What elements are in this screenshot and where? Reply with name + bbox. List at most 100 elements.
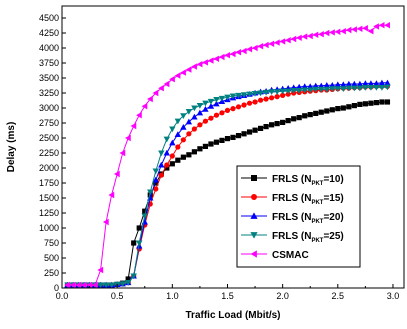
legend-entry: FRLS (NPKT=10) bbox=[241, 174, 344, 187]
legend-marker bbox=[250, 250, 257, 258]
data-point bbox=[340, 81, 347, 88]
data-point bbox=[307, 112, 313, 118]
legend-label: FRLS (NPKT=25) bbox=[272, 231, 344, 244]
y-tick-label: 500 bbox=[44, 253, 59, 263]
data-point bbox=[191, 149, 197, 155]
data-point bbox=[384, 99, 391, 105]
data-point bbox=[274, 121, 280, 127]
y-tick-label: 750 bbox=[44, 238, 59, 248]
data-point bbox=[191, 126, 197, 132]
data-point bbox=[295, 34, 302, 41]
data-point bbox=[86, 281, 93, 289]
data-point bbox=[97, 282, 104, 289]
series-layer bbox=[64, 22, 391, 289]
data-point bbox=[246, 100, 253, 106]
y-tick-label: 3250 bbox=[39, 88, 59, 98]
data-point bbox=[136, 112, 142, 119]
legend-entry: FRLS (NPKT=15) bbox=[241, 193, 344, 206]
data-point bbox=[174, 118, 182, 125]
data-point bbox=[284, 37, 291, 44]
data-point bbox=[324, 108, 330, 114]
data-point bbox=[141, 218, 148, 225]
legend-label: FRLS (NPKT=15) bbox=[272, 193, 344, 206]
data-point bbox=[367, 28, 374, 35]
data-point bbox=[174, 131, 182, 137]
data-point bbox=[379, 99, 385, 105]
data-point bbox=[185, 66, 192, 73]
data-point bbox=[307, 32, 313, 40]
data-point bbox=[207, 103, 215, 109]
data-point bbox=[251, 44, 258, 52]
data-point bbox=[323, 29, 330, 37]
data-point bbox=[235, 104, 242, 110]
data-point bbox=[351, 80, 358, 87]
data-point bbox=[373, 23, 379, 30]
data-point bbox=[224, 94, 231, 101]
data-point bbox=[334, 28, 341, 35]
data-point bbox=[290, 88, 297, 94]
data-point bbox=[119, 149, 126, 157]
data-point bbox=[378, 22, 385, 29]
data-point bbox=[301, 33, 308, 40]
data-point bbox=[345, 26, 352, 34]
data-point bbox=[313, 110, 319, 116]
data-point bbox=[334, 86, 342, 92]
data-point bbox=[312, 86, 319, 93]
data-point bbox=[152, 89, 159, 97]
data-point bbox=[180, 69, 186, 76]
x-tick-label: 1.0 bbox=[166, 291, 179, 301]
data-point bbox=[208, 115, 214, 121]
data-point bbox=[169, 139, 176, 146]
data-point bbox=[158, 172, 164, 178]
data-point bbox=[235, 133, 242, 139]
data-point bbox=[91, 281, 98, 289]
data-point bbox=[296, 115, 302, 121]
data-point bbox=[219, 137, 225, 143]
data-point bbox=[257, 90, 264, 97]
data-point bbox=[213, 112, 220, 118]
data-point bbox=[147, 189, 154, 196]
data-point bbox=[207, 98, 215, 105]
data-point bbox=[229, 50, 236, 58]
data-point bbox=[346, 104, 352, 110]
data-point bbox=[153, 186, 159, 192]
x-tick-label: 2.0 bbox=[276, 291, 289, 301]
data-point bbox=[345, 85, 353, 92]
data-point bbox=[235, 49, 242, 56]
data-point bbox=[378, 85, 386, 91]
data-point bbox=[357, 101, 363, 107]
data-point bbox=[169, 126, 176, 133]
data-point bbox=[174, 72, 181, 79]
series-5 bbox=[64, 22, 391, 289]
data-point bbox=[268, 40, 275, 47]
y-tick-label: 3000 bbox=[39, 103, 59, 113]
data-point bbox=[329, 29, 335, 36]
series-1 bbox=[64, 99, 391, 288]
data-point bbox=[367, 85, 375, 91]
data-point bbox=[158, 150, 165, 157]
data-point bbox=[280, 119, 286, 125]
y-tick-label: 0 bbox=[54, 283, 59, 293]
data-point bbox=[345, 80, 353, 87]
x-tick-label: 3.0 bbox=[387, 291, 400, 301]
data-point bbox=[219, 110, 225, 116]
data-point bbox=[164, 165, 170, 171]
data-point bbox=[180, 137, 186, 143]
data-point bbox=[196, 103, 204, 109]
data-point bbox=[119, 281, 126, 287]
y-tick-label: 2750 bbox=[39, 118, 59, 128]
data-point bbox=[251, 91, 259, 97]
legend-label: CSMAC bbox=[272, 250, 309, 261]
y-axis-title: Delay (ms) bbox=[6, 122, 17, 173]
data-point bbox=[185, 118, 193, 125]
legend: FRLS (NPKT=10) FRLS (NPKT=15) FRLS (NPKT=2… bbox=[236, 165, 361, 268]
data-point bbox=[158, 85, 164, 92]
data-point bbox=[163, 149, 171, 156]
data-point bbox=[241, 102, 247, 108]
data-point bbox=[136, 225, 142, 231]
data-point bbox=[130, 273, 137, 280]
y-tick-label: 1000 bbox=[39, 223, 59, 233]
data-point bbox=[240, 47, 247, 55]
data-point bbox=[340, 105, 346, 111]
data-point bbox=[208, 141, 214, 147]
